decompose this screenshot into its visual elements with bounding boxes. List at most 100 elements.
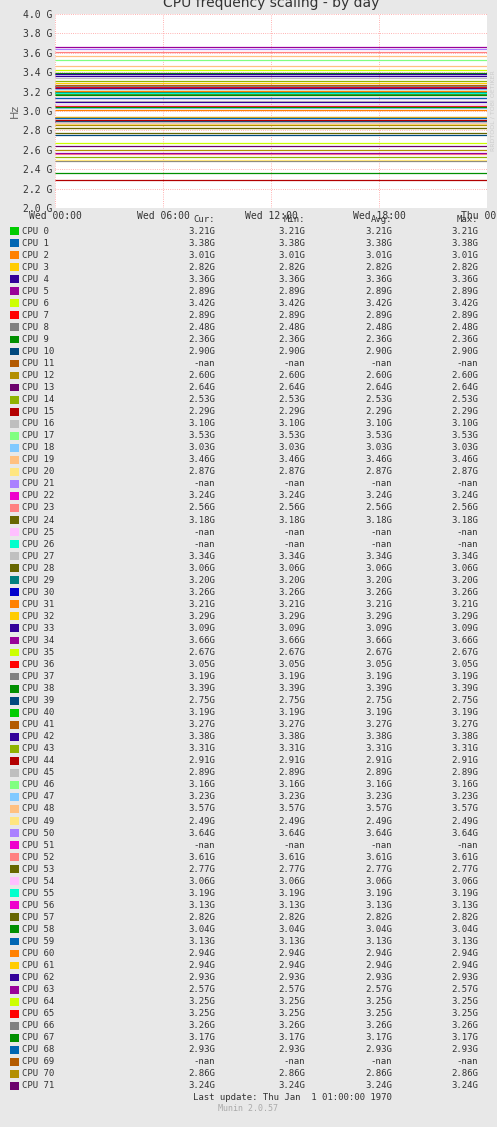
Text: 2.77G: 2.77G [365,864,392,873]
Text: CPU 41: CPU 41 [22,720,54,729]
Text: CPU 53: CPU 53 [22,864,54,873]
Bar [10,781,19,789]
Text: 2.86G: 2.86G [188,1070,215,1079]
Text: CPU 45: CPU 45 [22,769,54,778]
Text: 3.16G: 3.16G [451,780,478,789]
Text: 3.53G: 3.53G [365,432,392,441]
Text: 3.04G: 3.04G [188,925,215,934]
Text: 2.67G: 2.67G [451,648,478,657]
Bar [10,889,19,897]
Text: 3.61G: 3.61G [278,853,305,862]
Bar [10,805,19,813]
Text: CPU 29: CPU 29 [22,576,54,585]
Text: 2.89G: 2.89G [451,311,478,320]
Text: 2.87G: 2.87G [188,468,215,477]
Text: 3.26G: 3.26G [365,588,392,597]
Text: 2.89G: 2.89G [365,286,392,295]
Text: 3.34G: 3.34G [365,551,392,560]
Text: 3.27G: 3.27G [278,720,305,729]
Text: 3.64G: 3.64G [188,828,215,837]
Text: 2.91G: 2.91G [278,756,305,765]
Text: 3.29G: 3.29G [451,612,478,621]
Text: 3.13G: 3.13G [188,937,215,946]
Bar [10,637,19,645]
Text: 2.93G: 2.93G [365,1046,392,1054]
Text: CPU 5: CPU 5 [22,286,49,295]
Bar [10,853,19,861]
Text: CPU 4: CPU 4 [22,275,49,284]
Text: CPU 57: CPU 57 [22,913,54,922]
Bar [10,1010,19,1018]
Text: CPU 51: CPU 51 [22,841,54,850]
Text: 3.53G: 3.53G [451,432,478,441]
Text: 3.09G: 3.09G [278,624,305,633]
Text: 3.09G: 3.09G [451,624,478,633]
Text: 2.94G: 2.94G [188,961,215,970]
Text: CPU 0: CPU 0 [22,227,49,236]
Text: 2.89G: 2.89G [188,286,215,295]
Text: 3.38G: 3.38G [278,239,305,248]
Bar [10,902,19,909]
Text: 3.25G: 3.25G [451,997,478,1006]
Text: 3.24G: 3.24G [188,1082,215,1091]
Bar [10,275,19,283]
Text: CPU 10: CPU 10 [22,347,54,356]
Text: 3.19G: 3.19G [365,889,392,898]
Text: CPU 52: CPU 52 [22,853,54,862]
Text: 2.53G: 2.53G [365,396,392,405]
Text: 3.05G: 3.05G [278,660,305,669]
Text: CPU 30: CPU 30 [22,588,54,597]
Text: Last update: Thu Jan  1 01:00:00 1970: Last update: Thu Jan 1 01:00:00 1970 [193,1093,392,1102]
Text: 3.23G: 3.23G [278,792,305,801]
Bar [10,974,19,982]
Text: -nan: -nan [193,841,215,850]
Text: CPU 68: CPU 68 [22,1046,54,1054]
Text: 3.13G: 3.13G [278,900,305,909]
Text: 3.31G: 3.31G [188,744,215,753]
Text: 3.26G: 3.26G [188,1021,215,1030]
Text: 3.38G: 3.38G [188,733,215,742]
Text: -nan: -nan [457,479,478,488]
Text: 3.06G: 3.06G [188,564,215,573]
Bar [10,360,19,367]
Text: CPU 24: CPU 24 [22,515,54,524]
Text: 3.25G: 3.25G [278,1009,305,1018]
Text: CPU 9: CPU 9 [22,335,49,344]
Text: CPU 46: CPU 46 [22,780,54,789]
Text: 3.06G: 3.06G [451,877,478,886]
Bar [10,311,19,319]
Text: 3.01G: 3.01G [365,250,392,259]
Text: CPU 39: CPU 39 [22,696,54,706]
Text: 3.20G: 3.20G [365,576,392,585]
Bar [10,877,19,885]
Text: 2.87G: 2.87G [365,468,392,477]
Bar [10,745,19,753]
Text: 3.38G: 3.38G [365,733,392,742]
Text: 3.06G: 3.06G [278,564,305,573]
Text: 3.20G: 3.20G [278,576,305,585]
Bar [10,721,19,729]
Bar [10,576,19,584]
Text: 2.90G: 2.90G [451,347,478,356]
Text: CPU 34: CPU 34 [22,636,54,645]
Text: CPU 65: CPU 65 [22,1009,54,1018]
Bar [10,336,19,344]
Text: 3.57G: 3.57G [365,805,392,814]
Bar [10,251,19,259]
Bar [10,660,19,668]
Bar [10,504,19,512]
Text: 3.66G: 3.66G [278,636,305,645]
Text: CPU 50: CPU 50 [22,828,54,837]
Text: CPU 67: CPU 67 [22,1033,54,1042]
Text: 3.19G: 3.19G [188,672,215,681]
Text: CPU 6: CPU 6 [22,299,49,308]
Text: 2.89G: 2.89G [188,769,215,778]
Text: -nan: -nan [283,841,305,850]
Text: 2.90G: 2.90G [188,347,215,356]
Bar [10,997,19,1005]
Text: 2.67G: 2.67G [278,648,305,657]
Bar [10,565,19,573]
Text: 2.89G: 2.89G [188,311,215,320]
Text: 3.24G: 3.24G [365,491,392,500]
Text: CPU 61: CPU 61 [22,961,54,970]
